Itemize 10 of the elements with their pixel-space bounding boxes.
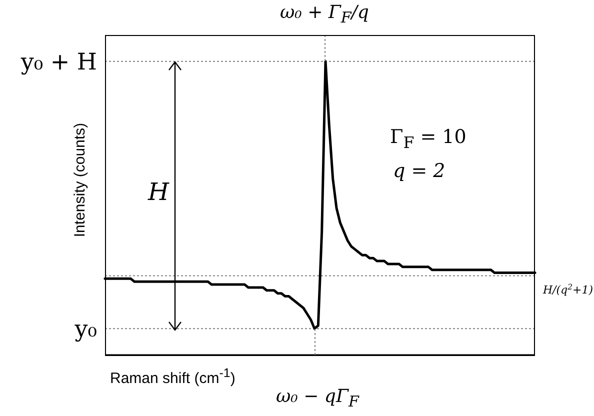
y-axis-title: Intensity (counts) [72, 122, 88, 238]
x-axis-title: Raman shift (cm$^{-1}$) [110, 366, 236, 387]
ref-line-label: y₀ [74, 316, 97, 343]
text: ω₀ + Γ$_{F}$/q [280, 2, 369, 27]
annotation: q = 2 [393, 160, 446, 182]
annotation: H [148, 178, 169, 206]
ref-line-label: y₀ + H [20, 49, 97, 76]
annotation: Γ$_{F}$ = 10 [390, 126, 466, 152]
ref-line-label: H/(q$^{2}$+1) [542, 282, 593, 297]
text: ω₀ − qΓ$_{F}$ [276, 386, 359, 411]
